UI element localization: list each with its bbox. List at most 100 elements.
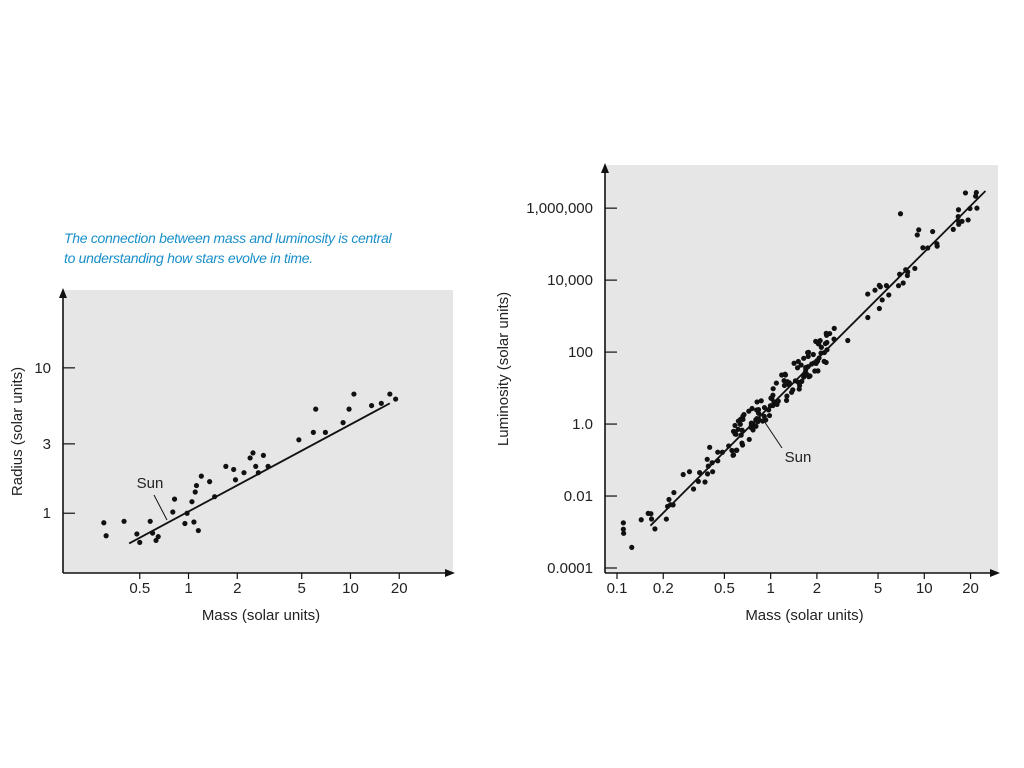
- luminosity-data-point: [766, 412, 773, 419]
- luminosity-data-point: [795, 358, 801, 365]
- radius-data-point: [232, 477, 239, 483]
- luminosity-data-point: [663, 516, 669, 522]
- luminosity-sun-label: Sun: [785, 449, 812, 466]
- luminosity-data-point: [697, 470, 703, 476]
- luminosity-data-point: [813, 338, 819, 344]
- luminosity-data-point: [761, 413, 767, 419]
- luminosity-data-point: [705, 463, 711, 469]
- luminosity-data-point: [930, 228, 936, 235]
- luminosity-data-point: [739, 427, 745, 433]
- luminosity-data-point: [805, 353, 811, 359]
- luminosity-data-point: [784, 393, 790, 399]
- luminosity-data-point: [955, 214, 961, 220]
- luminosity-x-tick-label: 2: [813, 580, 821, 597]
- luminosity-data-point: [749, 424, 755, 431]
- luminosity-data-point: [732, 422, 738, 429]
- luminosity-y-tick-label: 0.01: [564, 488, 593, 505]
- luminosity-data-point: [770, 402, 776, 409]
- luminosity-x-axis-title: Mass (solar units): [745, 607, 863, 624]
- luminosity-data-point: [709, 460, 715, 466]
- luminosity-data-point: [791, 360, 797, 366]
- luminosity-data-point: [831, 336, 837, 342]
- luminosity-data-point: [620, 526, 626, 532]
- luminosity-data-point: [648, 516, 655, 522]
- luminosity-data-point: [710, 469, 716, 475]
- luminosity-data-point: [781, 382, 788, 389]
- luminosity-data-point: [831, 325, 837, 331]
- luminosity-data-point: [704, 456, 710, 462]
- luminosity-y-tick-label: 1.0: [572, 416, 593, 433]
- luminosity-data-point: [792, 378, 799, 384]
- luminosity-data-point: [666, 496, 672, 503]
- radius-data-point: [223, 463, 229, 469]
- luminosity-data-point: [671, 489, 677, 496]
- luminosity-data-point: [886, 292, 892, 298]
- luminosity-data-point: [741, 412, 747, 418]
- luminosity-data-point: [798, 362, 804, 368]
- radius-data-point: [378, 400, 384, 406]
- radius-data-point: [393, 396, 399, 402]
- luminosity-data-point: [740, 416, 746, 423]
- luminosity-data-point: [621, 530, 627, 536]
- luminosity-data-point: [872, 287, 878, 293]
- luminosity-data-point: [804, 371, 810, 378]
- luminosity-data-point: [729, 447, 735, 454]
- luminosity-data-point: [845, 337, 851, 344]
- radius-x-tick-label: 1: [184, 580, 192, 597]
- luminosity-data-point: [775, 398, 781, 404]
- radius-data-point: [137, 539, 143, 546]
- radius-x-tick-label: 2: [233, 580, 241, 597]
- luminosity-data-point: [739, 442, 746, 448]
- radius-data-point: [212, 494, 218, 500]
- radius-data-point: [265, 463, 271, 469]
- luminosity-x-axis-arrow: [990, 569, 1000, 577]
- luminosity-data-point: [638, 517, 644, 523]
- luminosity-data-point: [821, 349, 827, 356]
- luminosity-x-tick-label: 10: [916, 580, 933, 597]
- radius-x-tick-label: 5: [298, 580, 306, 597]
- luminosity-data-point: [702, 479, 708, 485]
- luminosity-mass-chart: 0.1 0.2 0.5 1 2 5 10 20 0.0001 0.01 1.0 100 10,000 1,…: [495, 163, 1000, 624]
- luminosity-data-point: [912, 265, 918, 272]
- radius-data-point: [171, 496, 178, 502]
- luminosity-data-point: [801, 355, 807, 361]
- luminosity-data-point: [758, 398, 764, 404]
- luminosity-data-point: [916, 227, 922, 233]
- luminosity-data-point: [876, 305, 882, 312]
- luminosity-data-point: [897, 271, 903, 277]
- radius-sun-label: Sun: [137, 475, 164, 492]
- radius-data-point: [387, 391, 393, 397]
- luminosity-data-point: [781, 378, 787, 384]
- luminosity-data-point: [824, 339, 830, 346]
- luminosity-data-point: [883, 283, 890, 289]
- luminosity-data-point: [770, 386, 776, 392]
- radius-data-point: [198, 473, 204, 479]
- radius-mass-chart: 0.5 1 2 5 10 20 1 3 10 Mass (solar units) Radius (…: [9, 288, 455, 624]
- luminosity-data-point: [950, 226, 956, 232]
- radius-data-point: [260, 452, 267, 458]
- luminosity-data-point: [746, 436, 752, 443]
- luminosity-data-point: [967, 205, 973, 212]
- luminosity-data-point: [768, 395, 774, 401]
- luminosity-data-point: [715, 449, 721, 455]
- luminosity-data-point: [760, 418, 766, 424]
- radius-data-point: [207, 479, 213, 485]
- luminosity-data-point: [733, 431, 739, 437]
- luminosity-data-point: [690, 486, 697, 492]
- luminosity-y-tick-label: 10,000: [547, 272, 593, 289]
- luminosity-data-point: [810, 351, 816, 358]
- luminosity-data-point: [973, 189, 979, 196]
- radius-y-axis-arrow: [59, 288, 67, 298]
- luminosity-data-point: [897, 211, 904, 217]
- luminosity-data-point: [726, 443, 732, 449]
- luminosity-data-point: [965, 217, 971, 223]
- radius-y-tick-label: 1: [43, 505, 51, 522]
- radius-data-point: [231, 466, 237, 473]
- luminosity-y-axis-title: Luminosity (solar units): [495, 292, 512, 446]
- radius-data-point: [368, 402, 375, 409]
- luminosity-data-point: [895, 283, 902, 289]
- luminosity-data-point: [783, 397, 790, 403]
- luminosity-data-point: [652, 526, 658, 532]
- luminosity-data-point: [786, 380, 792, 386]
